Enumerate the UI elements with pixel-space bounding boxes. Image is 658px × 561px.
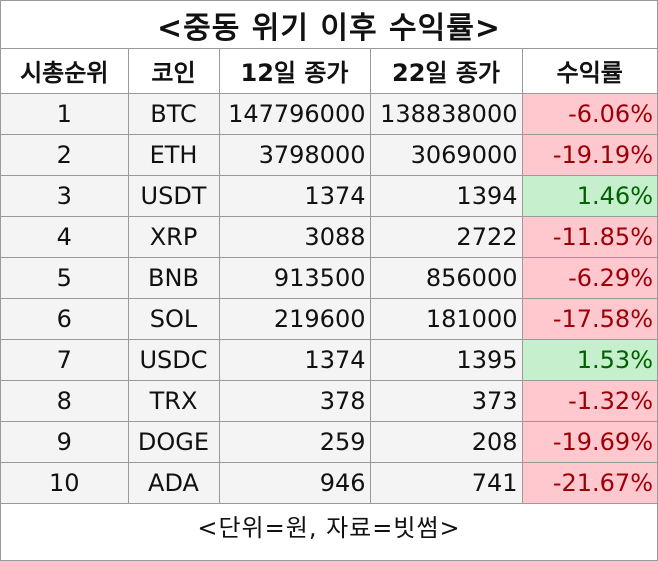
rank-cell: 6	[1, 297, 129, 340]
close-12-cell: 219600	[218, 297, 371, 340]
return-cell: -21.67%	[521, 461, 657, 504]
return-cell: -17.58%	[521, 297, 657, 340]
close-12-cell: 1374	[218, 338, 371, 381]
close-22-cell: 2722	[369, 215, 523, 258]
coin-cell: USDT	[127, 174, 220, 217]
return-cell: -1.32%	[521, 379, 657, 422]
table-row: 4 XRP 3088 2722 -11.85%	[1, 215, 657, 258]
return-cell: -19.19%	[521, 133, 657, 176]
table-title: <중동 위기 이후 수익률>	[1, 1, 657, 49]
coin-cell: DOGE	[127, 420, 220, 463]
header-return: 수익률	[521, 49, 657, 94]
rank-cell: 10	[1, 461, 129, 504]
close-22-cell: 373	[369, 379, 523, 422]
close-12-cell: 3088	[218, 215, 371, 258]
table-row: 5 BNB 913500 856000 -6.29%	[1, 256, 657, 299]
source-note: <단위=원, 자료=빗썸>	[197, 514, 461, 542]
table-row: 1 BTC 147796000 138838000 -6.06%	[1, 92, 657, 135]
close-12-cell: 946	[218, 461, 371, 504]
table-row: 3 USDT 1374 1394 1.46%	[1, 174, 657, 217]
coin-cell: ADA	[127, 461, 220, 504]
rank-cell: 2	[1, 133, 129, 176]
close-22-cell: 138838000	[369, 92, 523, 135]
return-cell: -6.06%	[521, 92, 657, 135]
close-12-cell: 913500	[218, 256, 371, 299]
header-close-12: 12일 종가	[218, 49, 371, 94]
return-cell: -6.29%	[521, 256, 657, 299]
close-12-cell: 259	[218, 420, 371, 463]
coin-cell: USDC	[127, 338, 220, 381]
returns-table: 시총순위 코인 12일 종가 22일 종가 수익률 1 BTC 147796000 1…	[1, 49, 657, 504]
coin-cell: SOL	[127, 297, 220, 340]
coin-cell: BNB	[127, 256, 220, 299]
rank-cell: 1	[1, 92, 129, 135]
rank-cell: 3	[1, 174, 129, 217]
table-row: 2 ETH 3798000 3069000 -19.19%	[1, 133, 657, 176]
close-12-cell: 3798000	[218, 133, 371, 176]
table-row: 6 SOL 219600 181000 -17.58%	[1, 297, 657, 340]
table-row: 7 USDC 1374 1395 1.53%	[1, 338, 657, 381]
close-22-cell: 3069000	[369, 133, 523, 176]
close-12-cell: 378	[218, 379, 371, 422]
close-22-cell: 208	[369, 420, 523, 463]
header-rank: 시총순위	[1, 49, 129, 94]
table-row: 8 TRX 378 373 -1.32%	[1, 379, 657, 422]
header-close-22: 22일 종가	[369, 49, 523, 94]
close-22-cell: 181000	[369, 297, 523, 340]
header-row: 시총순위 코인 12일 종가 22일 종가 수익률	[1, 49, 657, 94]
close-22-cell: 856000	[369, 256, 523, 299]
close-22-cell: 1394	[369, 174, 523, 217]
return-cell: 1.46%	[521, 174, 657, 217]
close-22-cell: 1395	[369, 338, 523, 381]
coin-cell: BTC	[127, 92, 220, 135]
coin-cell: ETH	[127, 133, 220, 176]
close-12-cell: 147796000	[218, 92, 371, 135]
header-coin: 코인	[127, 49, 220, 94]
coin-cell: XRP	[127, 215, 220, 258]
close-12-cell: 1374	[218, 174, 371, 217]
rank-cell: 4	[1, 215, 129, 258]
coin-cell: TRX	[127, 379, 220, 422]
rank-cell: 8	[1, 379, 129, 422]
table-row: 9 DOGE 259 208 -19.69%	[1, 420, 657, 463]
table-row: 10 ADA 946 741 -21.67%	[1, 461, 657, 504]
return-cell: -11.85%	[521, 215, 657, 258]
return-cell: 1.53%	[521, 338, 657, 381]
return-cell: -19.69%	[521, 420, 657, 463]
rank-cell: 5	[1, 256, 129, 299]
close-22-cell: 741	[369, 461, 523, 504]
rank-cell: 7	[1, 338, 129, 381]
rank-cell: 9	[1, 420, 129, 463]
